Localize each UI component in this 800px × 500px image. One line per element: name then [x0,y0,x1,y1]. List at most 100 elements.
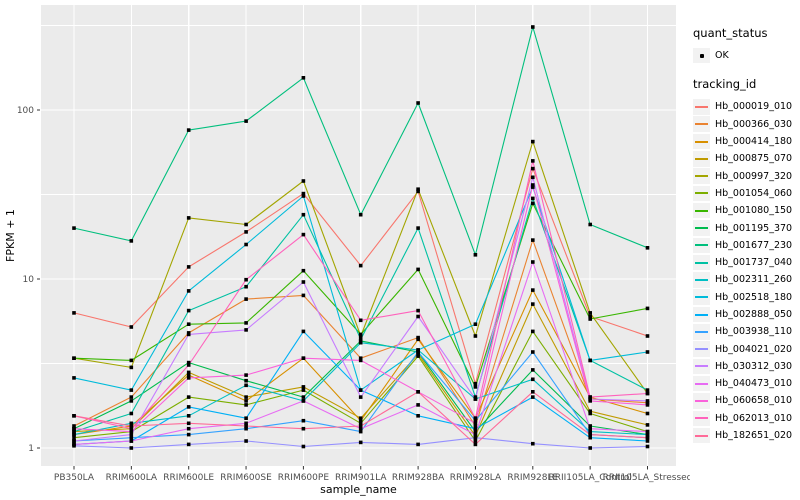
data-point [186,395,191,399]
legend-key-box [693,151,710,167]
data-point [473,322,478,326]
data-point [531,368,535,372]
data-point [531,185,535,189]
data-point [588,409,592,413]
legend-item-label: Hb_002888_050 [715,309,793,320]
legend-item-Hb_000997_320: Hb_000997_320 [689,167,799,184]
data-point [129,439,134,443]
data-point [588,429,592,434]
legend-item-label: Hb_002311_260 [715,274,793,286]
data-point [186,373,191,377]
legend-key-box [693,358,710,375]
legend: quant_status OK tracking_id Hb_000019_01… [689,26,799,444]
data-point [416,314,420,319]
data-point [244,416,248,420]
data-point [416,348,420,352]
data-point [72,432,76,437]
data-point [72,439,76,443]
data-point [301,293,306,298]
data-point [416,403,420,407]
legend-item-label: Hb_004021_020 [715,343,793,355]
legend-key-box [693,393,710,409]
gridlines [41,5,676,466]
legend-item-Hb_001054_060: Hb_001054_060 [689,185,799,202]
data-point [416,350,420,354]
data-point [186,363,191,367]
data-point [473,397,478,401]
legend-quant-status-title: quant_status [693,26,768,40]
data-point [416,442,420,447]
data-point [645,246,650,250]
data-point [301,444,306,449]
legend-item-label: Hb_001054_060 [715,187,793,199]
y-axis-title: FPKM + 1 [4,209,17,262]
legend-item-Hb_030312_030: Hb_030312_030 [689,358,799,375]
data-point [588,314,592,319]
data-point [645,399,650,403]
legend-item-label: OK [715,50,729,62]
data-point [531,175,535,180]
data-point [473,426,478,431]
plot-panel [41,5,676,466]
legend-item-Hb_001080_150: Hb_001080_150 [689,202,799,219]
data-point [645,334,650,338]
data-point [416,308,420,313]
x-tick-label-RRII105LA_Control: RRII105LA_Control [548,473,631,483]
legend-item-Hb_182651_020: Hb_182651_020 [689,427,799,444]
data-point [645,423,650,427]
data-point [531,183,535,187]
legend-key-box [693,410,710,427]
data-point [645,401,650,405]
data-point [244,284,248,289]
data-point [416,101,420,105]
data-point [129,411,134,416]
data-point [186,370,191,375]
data-point [531,196,535,201]
data-point [244,373,248,377]
x-tick-label-RRIM600PE: RRIM600PE [278,473,330,483]
legend-item-label: Hb_030312_030 [715,360,793,372]
legend-section-gap [689,64,799,77]
data-point [358,424,363,428]
data-point [588,446,592,450]
data-point [416,354,420,358]
series-color-line-icon [695,123,708,126]
legend-item-label: Hb_040473_010 [715,378,793,390]
legend-item-label: Hb_000366_030 [715,118,793,130]
data-point [301,385,306,389]
legend-key-box [693,116,710,132]
data-point [129,446,134,450]
data-point [129,426,134,431]
data-point [301,399,306,403]
data-point [186,405,191,409]
legend-item-label: Hb_001677_230 [715,239,793,251]
data-point [645,429,650,434]
legend-key-box [693,306,710,323]
data-point [358,418,363,423]
data-point [72,435,76,440]
data-point [645,411,650,416]
data-point [358,356,363,360]
data-point [301,191,306,196]
data-point [645,403,650,407]
data-point [186,360,191,365]
series-color-line-icon [695,278,708,281]
data-point [358,440,363,445]
data-point [645,306,650,311]
data-point [186,128,191,132]
legend-item-Hb_000414_180: Hb_000414_180 [689,133,799,150]
data-point [473,442,478,447]
data-point [129,395,134,399]
legend-item-label: Hb_000019_010 [715,101,793,113]
x-tick-label-RRIM600LE: RRIM600LE [163,473,214,483]
data-point [186,289,191,293]
data-point [244,297,248,301]
legend-item-label: Hb_001195_370 [715,222,793,234]
data-point [416,267,420,272]
series-color-line-icon [695,365,708,368]
data-point [531,377,535,382]
data-point [645,391,650,396]
data-point [416,187,420,191]
data-point [129,429,134,434]
series-color-line-icon [695,434,708,437]
